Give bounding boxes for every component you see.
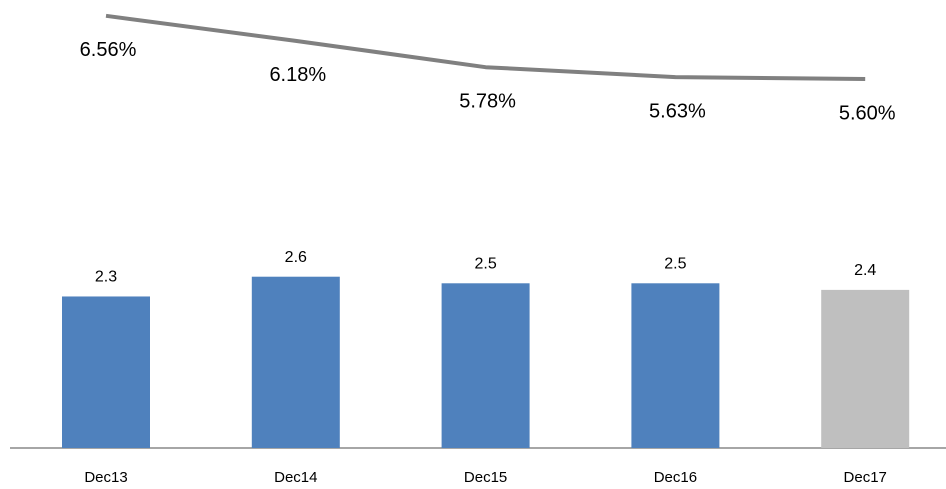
x-tick-label: Dec13 xyxy=(84,469,127,486)
bar xyxy=(631,283,720,448)
line-label: 6.18% xyxy=(269,64,326,86)
line-label: 5.78% xyxy=(459,90,516,112)
bar-label: 2.4 xyxy=(854,262,876,279)
bar xyxy=(821,289,910,448)
bar xyxy=(251,276,340,448)
bar-label: 2.6 xyxy=(285,249,307,266)
bar xyxy=(441,283,530,448)
x-tick-label: Dec14 xyxy=(274,469,317,486)
x-tick-label: Dec17 xyxy=(844,469,887,486)
line xyxy=(105,13,866,82)
line-label: 5.60% xyxy=(839,102,896,124)
bar xyxy=(62,296,150,448)
bar-label: 2.5 xyxy=(474,256,496,273)
bar-label: 2.3 xyxy=(95,269,117,286)
line-label: 5.63% xyxy=(649,100,706,122)
x-tick-label: Dec15 xyxy=(464,469,507,486)
bar-label: 2.5 xyxy=(664,256,686,273)
x-tick-label: Dec16 xyxy=(654,469,697,486)
line-label: 6.56% xyxy=(80,39,137,61)
